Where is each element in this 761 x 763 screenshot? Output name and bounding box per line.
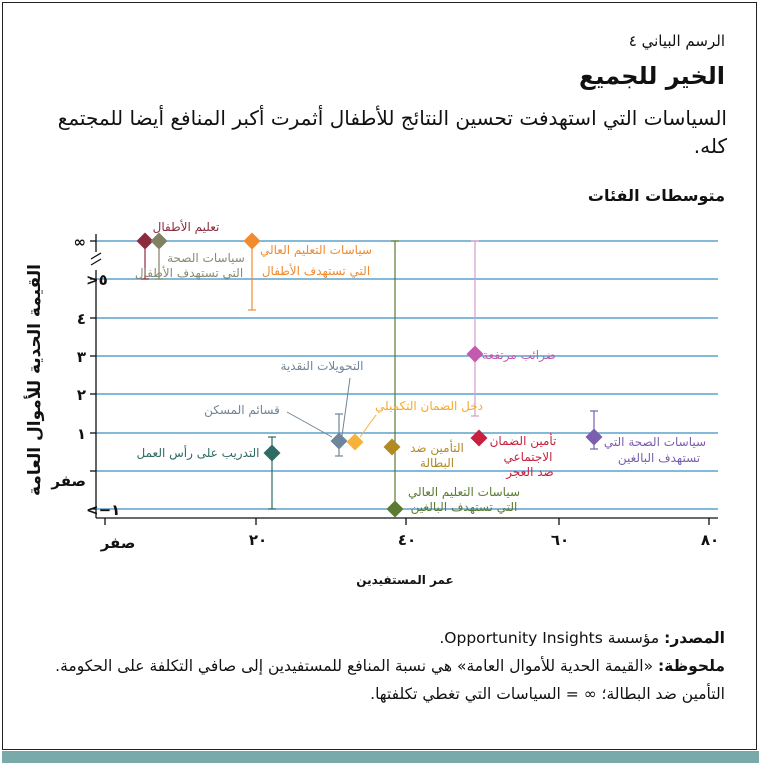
y-axis bbox=[90, 234, 97, 518]
label-adult-college-1: سياسات التعليم العالي bbox=[408, 485, 520, 499]
marker-housing-vouchers bbox=[330, 432, 348, 450]
label-adult-health-2: تستهدف البالغين bbox=[618, 451, 700, 466]
data-markers bbox=[136, 232, 603, 518]
leader-lines bbox=[286, 377, 377, 438]
y-tick-inf: ∞ bbox=[74, 233, 87, 251]
y-tick-0: صفر bbox=[50, 472, 86, 490]
axis-break-icon bbox=[90, 252, 102, 266]
marker-child-health bbox=[150, 232, 168, 250]
x-tick-0: صفر bbox=[100, 534, 136, 552]
label-ui-1: التأمين ضد bbox=[410, 439, 464, 456]
label-child-health-1: سياسات الصحة bbox=[167, 251, 245, 265]
source-label: المصدر: bbox=[664, 629, 725, 647]
label-adult-health-1: سياسات الصحة التي bbox=[604, 435, 706, 449]
label-housing-vouchers: قسائم المسكن bbox=[204, 403, 280, 418]
marker-adult-health bbox=[585, 428, 603, 446]
y-tick-ltm1: ١−> bbox=[86, 501, 120, 519]
note-text: «القيمة الحدية للأموال العامة» هي نسبة ا… bbox=[55, 657, 725, 703]
figure-frame bbox=[2, 2, 757, 750]
label-ssdi-2: الاجتماعي bbox=[504, 450, 553, 464]
y-axis-label: القيمة الحدية للأموال العامة bbox=[24, 264, 45, 496]
y-tick-gt5: ٥< bbox=[86, 271, 108, 289]
label-job-training: التدريب على رأس العمل bbox=[137, 445, 260, 461]
label-top-taxes: ضرائب مرتفعة bbox=[482, 348, 556, 363]
x-tick-20: ٢٠ bbox=[249, 531, 267, 549]
marker-child-college bbox=[243, 232, 261, 250]
x-tick-40: ٤٠ bbox=[398, 531, 416, 549]
marker-adult-college bbox=[386, 500, 404, 518]
y-tick-3: ٣ bbox=[77, 348, 86, 366]
y-tick-labels: ∞ ٥< ٤ ٣ ٢ ١ صفر ١−> bbox=[50, 233, 120, 519]
marker-unemployment-insurance bbox=[383, 438, 401, 456]
marker-disability-insurance bbox=[470, 429, 488, 447]
note-line: ملحوظة: «القيمة الحدية للأموال العامة» ه… bbox=[25, 652, 725, 708]
gridlines bbox=[96, 240, 718, 510]
marker-ssi bbox=[346, 433, 364, 451]
marker-job-training bbox=[263, 444, 281, 462]
footer-notes: المصدر: مؤسسة Opportunity Insights. ملحو… bbox=[25, 624, 725, 708]
x-axis-label: عمر المستفيدين bbox=[356, 573, 453, 587]
point-labels: تعليم الأطفال سياسات الصحة التي تستهدف ا… bbox=[135, 219, 706, 515]
marker-top-taxes bbox=[466, 345, 484, 363]
label-child-college-2: التي تستهدف الأطفال bbox=[262, 263, 370, 278]
x-tick-80: ٨٠ bbox=[701, 531, 719, 549]
y-tick-4: ٤ bbox=[77, 310, 86, 328]
label-ssi: دخل الضمان التكميلي bbox=[375, 399, 483, 413]
label-child-college-1: سياسات التعليم العالي bbox=[260, 243, 372, 257]
section-label: متوسطات الفئات bbox=[587, 186, 725, 205]
marker-child-education bbox=[136, 232, 154, 250]
label-ssdi-1: تأمين الضمان bbox=[490, 432, 557, 449]
label-cash-transfers: التحويلات النقدية bbox=[281, 359, 364, 374]
source-text: مؤسسة Opportunity Insights. bbox=[439, 629, 665, 647]
error-bars bbox=[141, 240, 598, 510]
bottom-accent-bar bbox=[2, 751, 759, 763]
x-axis bbox=[96, 517, 718, 525]
note-label: ملحوظة: bbox=[657, 657, 725, 675]
x-tick-60: ٦٠ bbox=[551, 531, 569, 549]
label-ui-2: البطالة bbox=[420, 456, 454, 470]
x-tick-labels: صفر ٢٠ ٤٠ ٦٠ ٨٠ bbox=[100, 531, 719, 552]
figure-label: الرسم البياني ٤ bbox=[628, 32, 725, 50]
source-line: المصدر: مؤسسة Opportunity Insights. bbox=[25, 624, 725, 652]
chart-subtitle: السياسات التي استهدفت تحسين النتائج للأط… bbox=[57, 106, 727, 158]
y-tick-2: ٢ bbox=[77, 386, 86, 404]
label-ssdi-3: ضد العجز bbox=[505, 465, 553, 480]
label-child-health-2: التي تستهدف الأطفال bbox=[135, 265, 243, 280]
label-adult-college-2: التي تستهدف البالغين bbox=[411, 500, 518, 515]
y-tick-1: ١ bbox=[77, 425, 86, 443]
label-child-education: تعليم الأطفال bbox=[153, 219, 220, 234]
chart-title: الخير للجميع bbox=[578, 62, 725, 90]
